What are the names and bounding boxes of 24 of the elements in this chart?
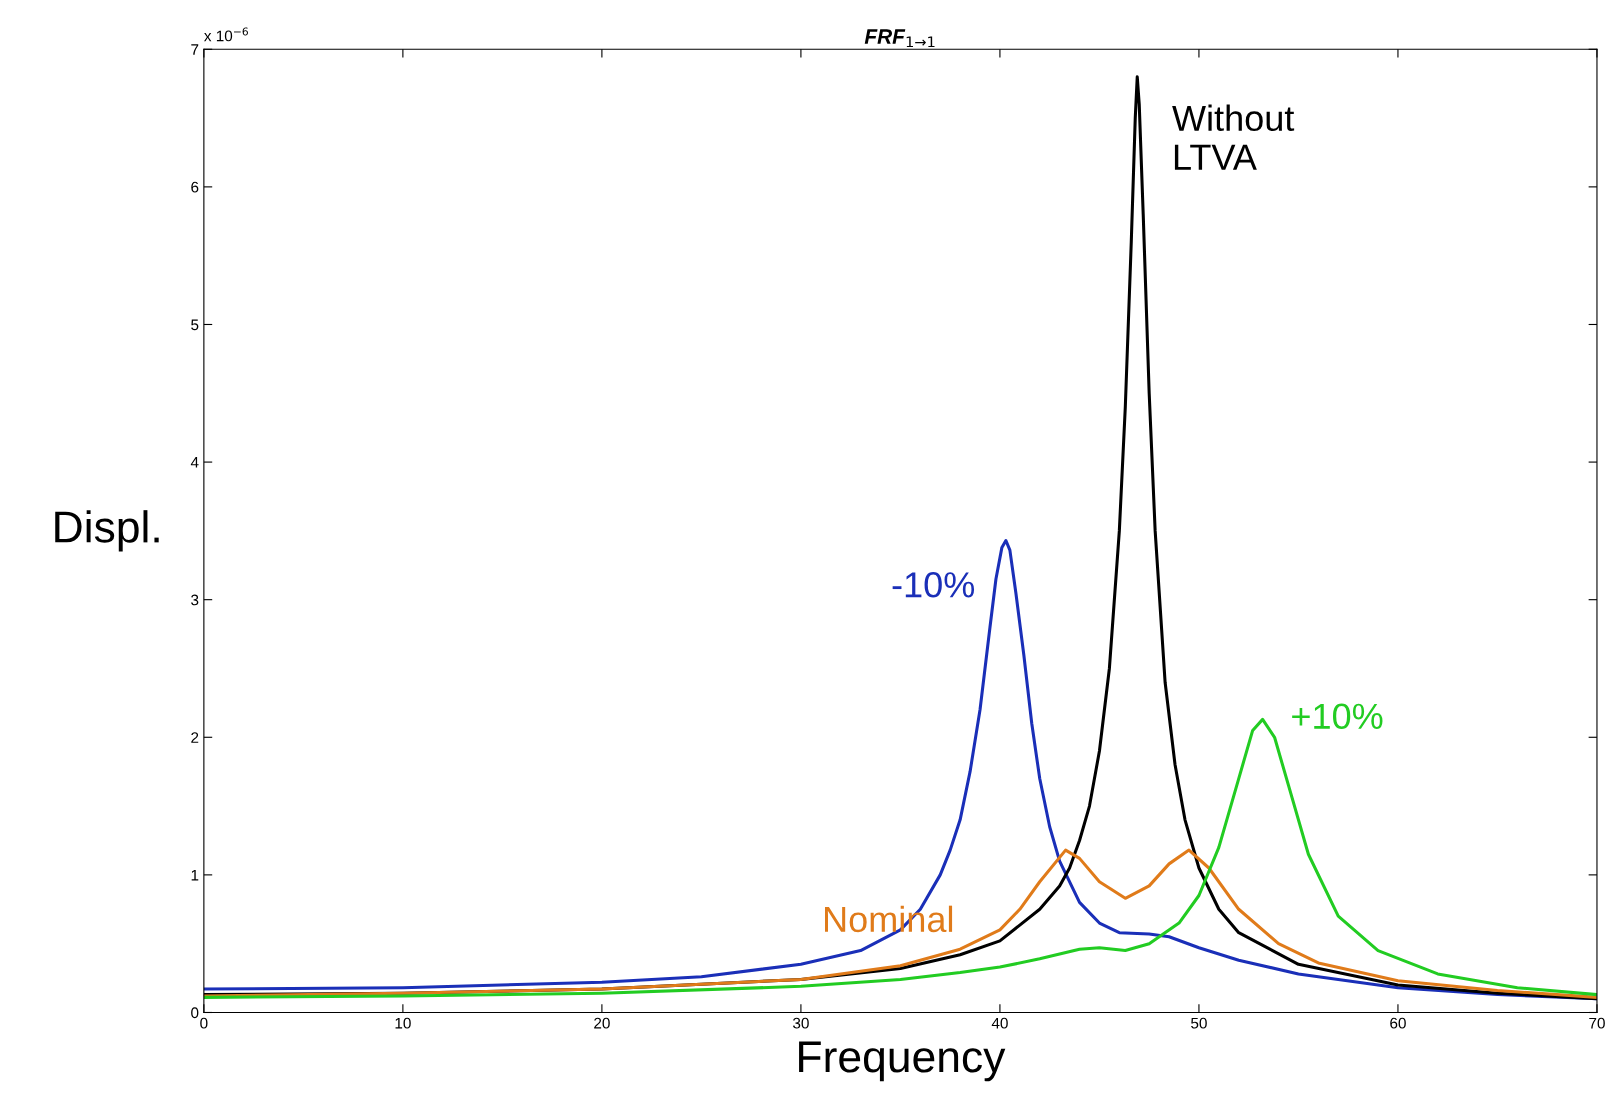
- line-series: [203, 848, 1597, 999]
- y-tick-label: 3: [191, 594, 199, 606]
- y-tick-label: 6: [191, 181, 199, 193]
- x-tick-label: 40: [991, 1017, 1008, 1029]
- series-label: Without LTVA: [1172, 104, 1295, 170]
- text: x 10$^{−6}$: [204, 27, 248, 42]
- y-tick-label: 1: [191, 869, 199, 881]
- x-tick-label: 0: [200, 1017, 208, 1029]
- y-tick-label: 7: [191, 44, 199, 55]
- x-axis-title: Frequency: [799, 1041, 1006, 1082]
- series-label: +10%: [1292, 703, 1383, 730]
- x-tick-label: 10: [395, 1017, 411, 1029]
- y-tick-label: 2: [191, 732, 199, 743]
- x-tick-label: 20: [594, 1017, 610, 1029]
- y-tick-label: 0: [191, 1007, 199, 1019]
- series-label: -10%: [892, 572, 975, 598]
- y-tick-label: 4: [190, 457, 199, 468]
- x-tick-label: 50: [1191, 1017, 1207, 1029]
- x-tick-label: 70: [1589, 1017, 1605, 1029]
- y-axis-title: Displ.: [55, 510, 159, 552]
- chart-title: FRF$_{1→1}$: [864, 29, 935, 48]
- x-tick-label: 30: [793, 1017, 809, 1029]
- y-tick-label: 5: [191, 319, 199, 331]
- x-tick-label: 60: [1390, 1017, 1406, 1029]
